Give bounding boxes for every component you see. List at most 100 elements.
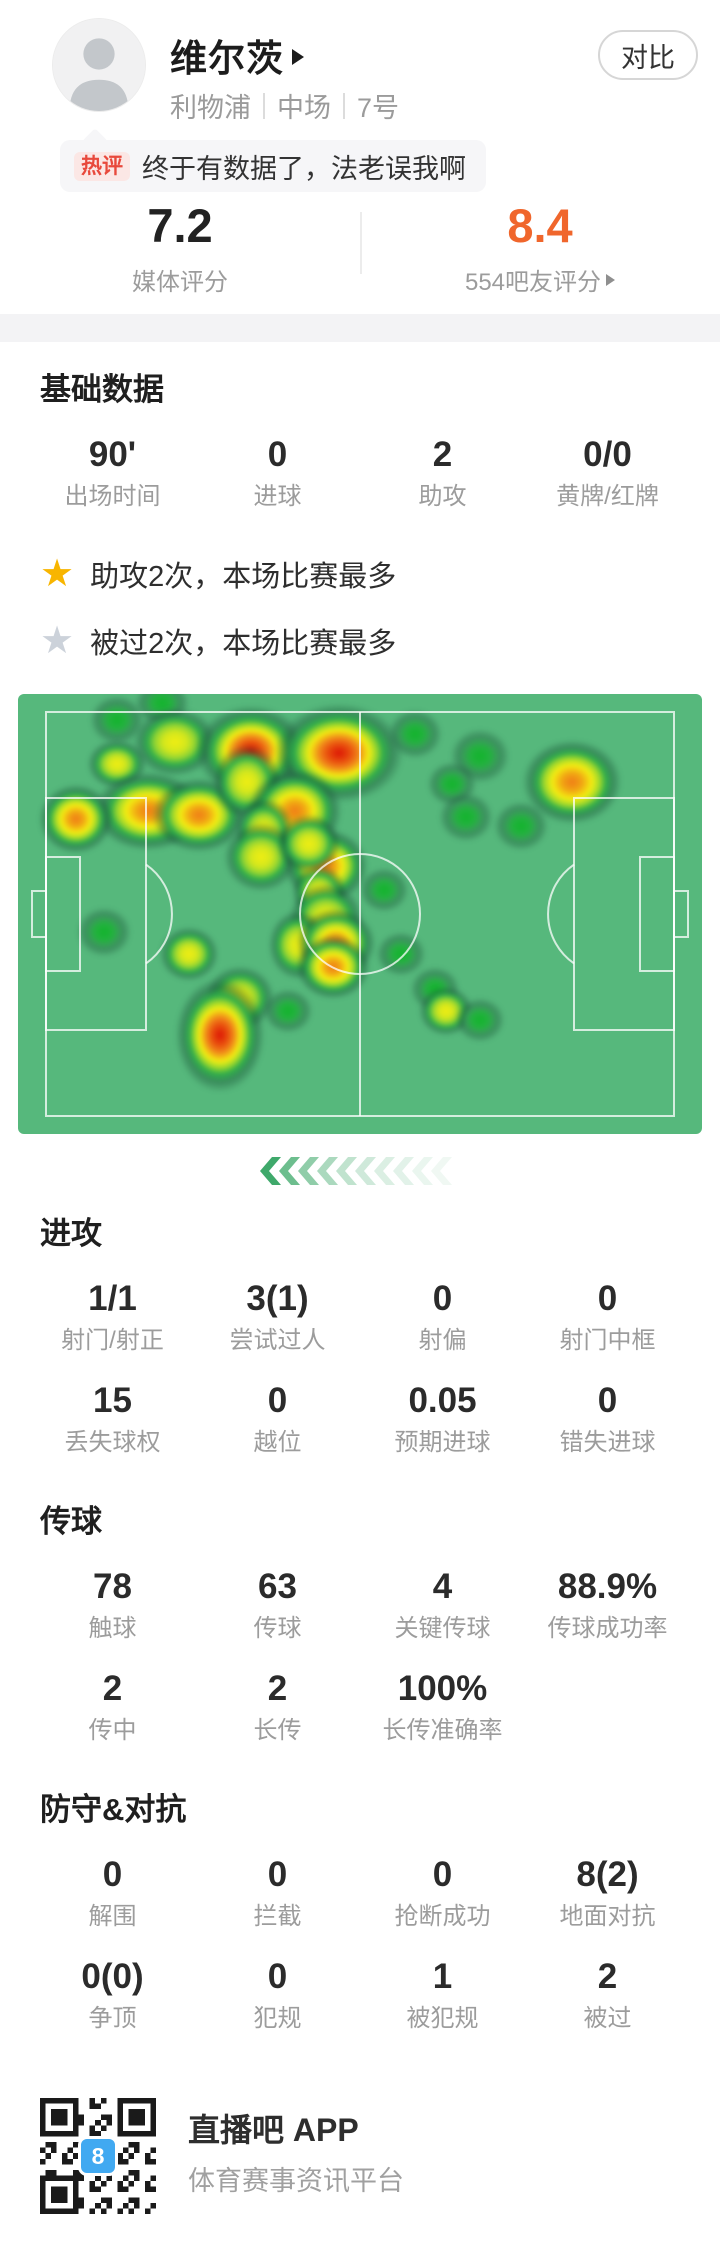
chevron-left-icon (355, 1157, 376, 1185)
stat-label: 尝试过人 (229, 1327, 326, 1354)
stat-value: 88.9% (557, 1567, 658, 1606)
stat-value: 1/1 (88, 1279, 137, 1318)
stat-row: 78 触球 63 传球 4 关键传球 88.9% 传球成功率 (0, 1567, 720, 1644)
team-name: 利物浦 (170, 93, 251, 123)
stat-value: 1 (432, 1957, 453, 1996)
stat-label: 关键传球 (394, 1615, 491, 1642)
stat-label: 长传 (253, 1717, 302, 1744)
stat-cell: 63 传球 (195, 1567, 360, 1644)
stat-label: 被过 (583, 2005, 632, 2032)
stat-label: 错失进球 (559, 1429, 656, 1456)
stat-row: 0(0) 争顶 0 犯规 1 被犯规 2 被过 (0, 1957, 720, 2034)
divider (343, 92, 345, 119)
player-name-row[interactable]: 维尔茨 (170, 28, 304, 82)
fans-rating-link[interactable]: 554吧友评分 (465, 262, 616, 297)
chevron-left-icon (260, 1157, 281, 1185)
person-silhouette-icon (53, 19, 145, 111)
detailed-stats-sections: 进攻 1/1 射门/射正 3(1) 尝试过人 0 射偏 0 射门中框 15 丢失球权 0 越位 0.05 预… (0, 1214, 720, 2034)
stat-label: 传球 (253, 1615, 302, 1642)
stat-row: 2 传中 2 长传 100% 长传准确率 (0, 1669, 720, 1746)
section-title: 防守&对抗 (40, 1792, 187, 1827)
stat-label: 丢失球权 (64, 1429, 161, 1456)
section-title: 传球 (40, 1504, 102, 1539)
chevron-left-icon (393, 1157, 414, 1185)
stat-row: 90' 出场时间 0 进球 2 助攻 0/0 黄牌/红牌 (0, 435, 720, 512)
media-rating-label: 媒体评分 (132, 269, 228, 296)
heat-blob (454, 997, 505, 1043)
divider (360, 212, 362, 274)
stat-value: 0.05 (408, 1381, 477, 1420)
compare-button[interactable]: 对比 (598, 30, 698, 80)
stat-cell: 15 丢失球权 (30, 1381, 195, 1458)
stat-cell: 0 射门中框 (525, 1279, 690, 1356)
stat-label: 长传准确率 (382, 1717, 503, 1744)
stat-label: 犯规 (253, 2005, 302, 2032)
badge-text: 被过2次，本场比赛最多 (90, 628, 397, 660)
stat-label: 被犯规 (406, 2005, 479, 2032)
badge-text: 助攻2次，本场比赛最多 (90, 561, 397, 593)
stats-section: 基础数据 90' 出场时间 0 进球 2 助攻 0/0 黄牌/红牌 (0, 370, 720, 512)
heat-blob (76, 906, 131, 957)
badge-assists: 助攻2次，本场比赛最多 (40, 552, 680, 596)
stat-cell: 0 进球 (195, 435, 360, 512)
stat-value: 0 (267, 1381, 288, 1420)
section-title: 基础数据 (40, 372, 164, 407)
app-footer: 8 直播吧 APP 体育赛事资讯平台 (0, 2098, 720, 2214)
stat-cell: 3(1) 尝试过人 (195, 1279, 360, 1356)
player-name: 维尔茨 (170, 38, 284, 79)
stat-cell: 2 传中 (30, 1669, 195, 1746)
stat-label: 进球 (253, 483, 302, 510)
stat-cell: 88.9% 传球成功率 (525, 1567, 690, 1644)
stat-value: 2 (432, 435, 453, 474)
stat-value: 0 (597, 1279, 618, 1318)
heat-blob (493, 801, 549, 851)
chevron-right-icon (292, 49, 304, 65)
chevron-right-icon (606, 273, 616, 286)
stat-value: 78 (93, 1567, 132, 1606)
stat-row: 15 丢失球权 0 越位 0.05 预期进球 0 错失进球 (0, 1381, 720, 1458)
stat-cell: 2 被过 (525, 1957, 690, 2034)
heat-blob (263, 988, 314, 1034)
chevron-left-icon (279, 1157, 300, 1185)
chevron-left-icon (298, 1157, 319, 1185)
section-title: 进攻 (40, 1216, 102, 1251)
stat-label: 地面对抗 (559, 1903, 656, 1930)
media-rating-score: 7.2 (147, 199, 213, 252)
stat-row: 0 解围 0 拦截 0 抢断成功 8(2) 地面对抗 (0, 1855, 720, 1932)
heat-blob (174, 977, 265, 1093)
media-rating: 7.2 媒体评分 (0, 200, 360, 300)
stat-cell: 0(0) 争顶 (30, 1957, 195, 2034)
stat-cell: 0 犯规 (195, 1957, 360, 2034)
stat-cell: 0 错失进球 (525, 1381, 690, 1458)
qr-pattern (40, 2098, 156, 2214)
chevron-left-icons (260, 1157, 452, 1185)
ratings-row: 7.2 媒体评分 8.4 554吧友评分 (0, 200, 720, 300)
stat-cell: 1/1 射门/射正 (30, 1279, 195, 1356)
stat-label: 射门/射正 (61, 1327, 164, 1354)
stat-cell: 1 被犯规 (360, 1957, 525, 2034)
stats-section: 传球 78 触球 63 传球 4 关键传球 88.9% 传球成功率 2 传中 2 长传 100% 长传准确率 (0, 1502, 720, 1746)
app-logo-icon: 8 (78, 2136, 118, 2176)
basic-stats-section: 基础数据 90' 出场时间 0 进球 2 助攻 0/0 黄牌/红牌 (0, 370, 720, 512)
stat-cell: 8(2) 地面对抗 (525, 1855, 690, 1932)
stat-value: 2 (267, 1669, 288, 1708)
stat-cell: 0/0 黄牌/红牌 (525, 435, 690, 512)
stat-cell: 0.05 预期进球 (360, 1381, 525, 1458)
stat-value: 8(2) (576, 1855, 639, 1894)
stat-value: 100% (397, 1669, 488, 1708)
stat-label: 抢断成功 (394, 1903, 491, 1930)
hot-comment-bubble[interactable]: 热评 终于有数据了，法老误我啊 (60, 140, 486, 192)
badge-dribbled-past: 被过2次，本场比赛最多 (40, 619, 680, 663)
stat-cell: 2 助攻 (360, 435, 525, 512)
stat-value: 0(0) (81, 1957, 144, 1996)
chevron-left-icon (431, 1157, 452, 1185)
qr-code: 8 (40, 2098, 156, 2214)
stat-cell: 90' 出场时间 (30, 435, 195, 512)
stat-value: 63 (258, 1567, 297, 1606)
player-meta: 利物浦 中场 7号 (170, 86, 399, 125)
stat-label: 越位 (253, 1429, 302, 1456)
stat-value: 15 (93, 1381, 132, 1420)
player-position: 中场 (277, 93, 331, 123)
stat-label: 触球 (88, 1615, 137, 1642)
stat-label: 拦截 (253, 1903, 302, 1930)
